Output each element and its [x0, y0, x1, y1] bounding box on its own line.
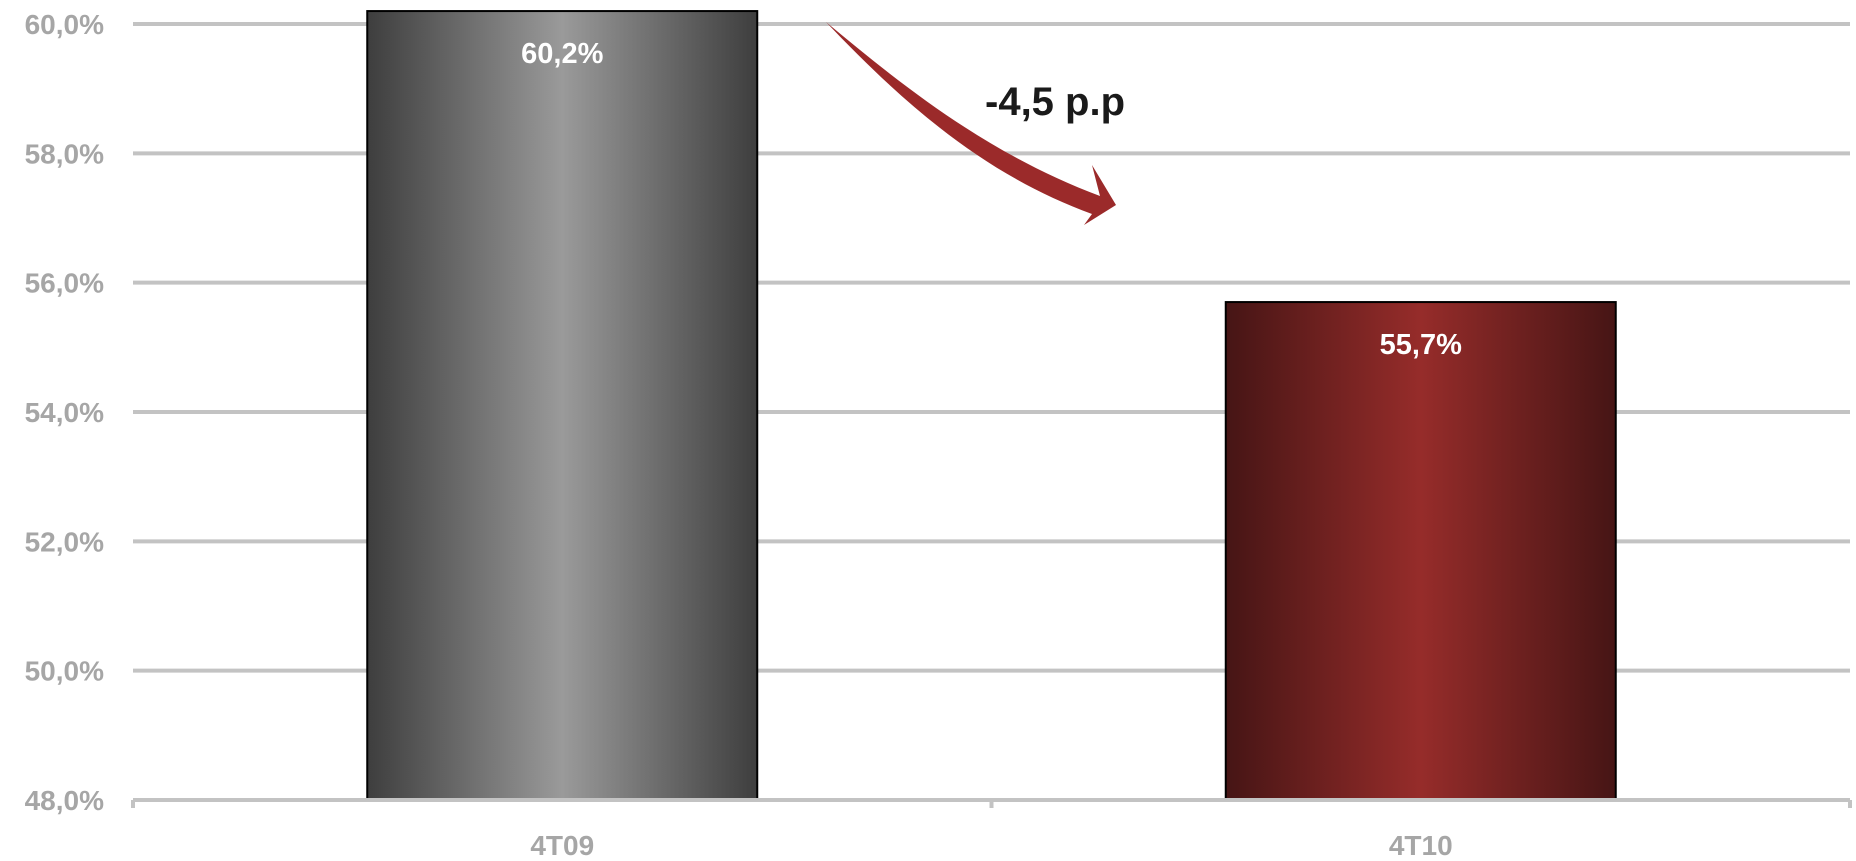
delta-annotation: -4,5 p.p [826, 22, 1125, 225]
y-axis-tick-labels: 48,0% 50,0% 52,0% 54,0% 56,0% 58,0% 60,0% [25, 9, 104, 816]
y-tick-label: 48,0% [25, 785, 104, 816]
y-tick-label: 52,0% [25, 526, 104, 557]
y-tick-label: 50,0% [25, 656, 104, 687]
bar-4t09 [366, 10, 759, 802]
y-tick-label: 54,0% [25, 397, 104, 428]
x-category-label: 4T10 [1389, 830, 1453, 861]
curved-arrow-icon [826, 22, 1116, 225]
x-axis-category-labels: 4T09 4T10 [530, 830, 1452, 861]
bars: 60,2% 55,7% [366, 10, 1617, 802]
x-axis [131, 798, 1852, 808]
bar-4t10 [1224, 301, 1617, 801]
y-tick-label: 58,0% [25, 138, 104, 169]
y-tick-label: 60,0% [25, 9, 104, 40]
y-tick-label: 56,0% [25, 268, 104, 299]
bar-value-label: 60,2% [521, 38, 603, 70]
delta-label: -4,5 p.p [985, 80, 1125, 124]
x-category-label: 4T09 [530, 830, 594, 861]
bar-value-label: 55,7% [1380, 329, 1462, 361]
